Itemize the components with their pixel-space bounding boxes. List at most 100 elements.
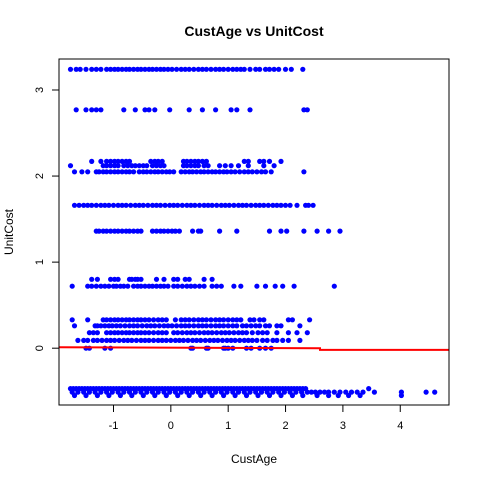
- red-line: [58, 346, 449, 351]
- data-point: [228, 163, 234, 169]
- data-point: [257, 158, 263, 164]
- data-point: [201, 330, 207, 336]
- data-point: [201, 389, 207, 395]
- data-point: [71, 392, 78, 399]
- data-point: [258, 169, 265, 175]
- data-point: [172, 317, 178, 323]
- data-point: [357, 392, 363, 399]
- data-point: [201, 276, 207, 282]
- data-point: [185, 337, 191, 343]
- data-point: [243, 202, 250, 208]
- data-point: [140, 202, 146, 208]
- data-point: [235, 202, 242, 208]
- data-point: [131, 66, 137, 72]
- data-point: [238, 283, 244, 289]
- data-point: [191, 317, 197, 323]
- data-point: [354, 389, 360, 395]
- data-point: [104, 66, 110, 72]
- data-point: [194, 337, 200, 343]
- data-point: [274, 323, 280, 329]
- data-point: [226, 330, 232, 336]
- data-point: [285, 330, 291, 336]
- data-point: [287, 202, 293, 208]
- data-point: [176, 337, 182, 343]
- data-point: [225, 66, 231, 72]
- data-point: [271, 163, 277, 169]
- data-point: [149, 66, 156, 72]
- data-point: [203, 323, 209, 329]
- data-point: [161, 323, 167, 329]
- data-point: [98, 389, 104, 395]
- data-point: [199, 158, 205, 164]
- data-point: [126, 317, 133, 323]
- data-point: [213, 107, 219, 113]
- data-point: [182, 276, 188, 282]
- data-point: [231, 202, 237, 208]
- data-point: [217, 323, 223, 329]
- data-point: [163, 330, 169, 336]
- data-point: [211, 337, 217, 343]
- data-point: [205, 163, 211, 169]
- data-point: [179, 283, 185, 289]
- data-point: [261, 317, 267, 323]
- data-point: [192, 330, 198, 336]
- data-point: [208, 323, 214, 329]
- data-point: [152, 392, 158, 399]
- data-point: [254, 169, 260, 175]
- data-point: [104, 317, 110, 323]
- data-point: [182, 66, 188, 72]
- data-point: [138, 330, 144, 336]
- data-point: [152, 323, 158, 329]
- data-point: [208, 66, 214, 72]
- data-point: [213, 389, 219, 395]
- data-point: [234, 228, 240, 234]
- data-point: [261, 163, 267, 169]
- data-point: [71, 169, 78, 175]
- data-point: [146, 317, 152, 323]
- data-point: [171, 202, 177, 208]
- data-point: [121, 283, 127, 289]
- data-point: [125, 163, 131, 169]
- data-point: [98, 158, 104, 164]
- data-point: [149, 228, 156, 234]
- data-point: [272, 283, 278, 289]
- data-point: [195, 163, 201, 169]
- data-point: [217, 66, 223, 72]
- data-point: [138, 66, 144, 72]
- data-point: [304, 107, 310, 113]
- data-point: [274, 202, 280, 208]
- data-point: [132, 389, 138, 395]
- data-point: [108, 169, 114, 175]
- data-point: [218, 330, 224, 336]
- data-point: [98, 283, 104, 289]
- data-point: [67, 163, 74, 169]
- data-point: [221, 66, 227, 72]
- data-point: [195, 66, 201, 72]
- data-point: [201, 163, 207, 169]
- data-point: [224, 337, 230, 343]
- data-point: [209, 283, 215, 289]
- data-point: [241, 337, 247, 343]
- data-point: [83, 107, 89, 113]
- data-point: [119, 228, 125, 234]
- data-point: [261, 202, 267, 208]
- data-point: [188, 330, 194, 336]
- data-point: [121, 107, 127, 113]
- data-point: [67, 66, 74, 72]
- data-point: [247, 66, 253, 72]
- data-point: [90, 330, 96, 336]
- data-point: [98, 202, 104, 208]
- data-point: [180, 337, 187, 343]
- data-point: [294, 330, 300, 336]
- data-point: [291, 283, 297, 289]
- data-point: [243, 392, 250, 399]
- data-point: [249, 330, 255, 336]
- data-point: [288, 66, 294, 72]
- data-point: [71, 202, 78, 208]
- data-point: [121, 163, 127, 169]
- y-tick-label: 2: [34, 173, 46, 179]
- data-point: [157, 202, 164, 208]
- data-point: [192, 202, 198, 208]
- data-point: [81, 202, 87, 208]
- data-point: [276, 66, 282, 72]
